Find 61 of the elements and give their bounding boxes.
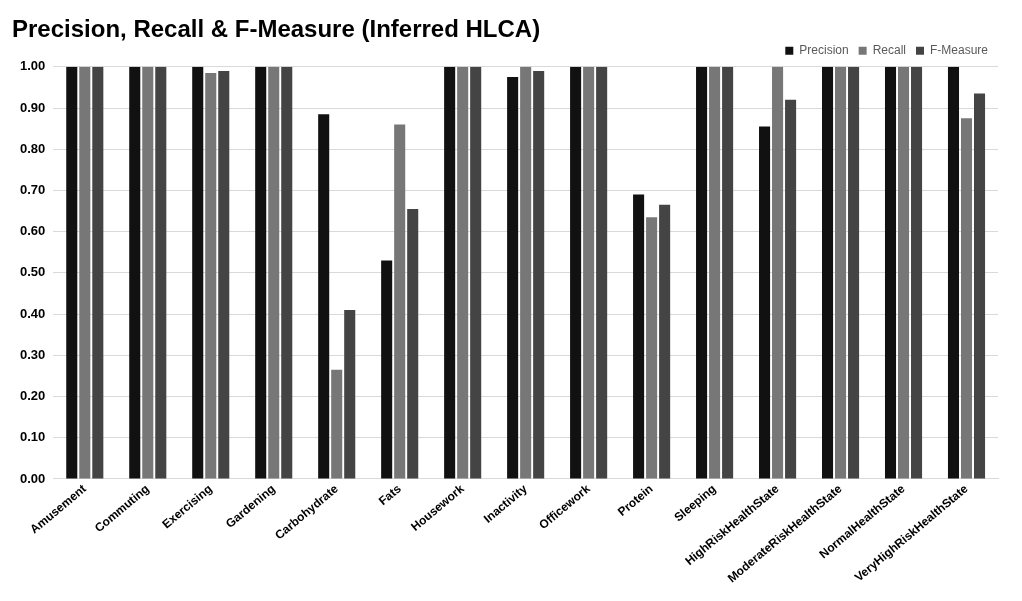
y-tick-label: 0.10 <box>19 429 46 445</box>
bar <box>848 66 860 479</box>
bar <box>533 70 545 479</box>
bar <box>646 217 658 479</box>
bar <box>281 66 293 479</box>
bar <box>785 99 797 479</box>
bar <box>772 66 784 479</box>
bar <box>457 66 469 479</box>
y-tick-label: 0.60 <box>19 223 46 239</box>
bar <box>255 66 267 479</box>
bar <box>129 66 141 479</box>
bar <box>394 124 406 479</box>
bar <box>155 66 167 479</box>
bar <box>884 66 897 479</box>
bar <box>331 369 343 479</box>
y-tick-label: 0.30 <box>19 346 46 362</box>
bar <box>822 66 834 479</box>
bar <box>520 66 532 479</box>
bar <box>205 72 217 479</box>
y-tick-label: 0.70 <box>19 182 46 198</box>
bar <box>318 114 330 479</box>
y-tick-label: 0.80 <box>19 140 46 156</box>
bar <box>381 260 393 479</box>
bar <box>659 204 671 479</box>
bar <box>192 66 204 479</box>
bar <box>973 93 986 479</box>
bar <box>66 66 78 479</box>
y-tick-label: 0.90 <box>19 99 46 115</box>
x-tick-label: Fats <box>375 481 404 509</box>
bar <box>633 194 645 479</box>
bar <box>898 66 910 479</box>
chart-title: Precision, Recall & F-Measure (Inferred HLCA) <box>12 15 541 43</box>
y-tick-label: 0.00 <box>19 470 46 486</box>
y-tick-label: 1.00 <box>19 58 46 74</box>
bar <box>722 66 734 479</box>
legend-label: Precision <box>799 43 849 58</box>
bar <box>835 66 847 479</box>
bar <box>92 66 104 479</box>
bar <box>79 66 91 479</box>
bar <box>709 66 721 479</box>
bar <box>444 66 456 479</box>
legend-label: F-Measure <box>929 43 989 58</box>
bar <box>570 66 582 479</box>
bar <box>407 208 419 479</box>
y-tick-label: 0.40 <box>19 305 46 321</box>
bar <box>960 118 973 479</box>
bar <box>596 66 608 479</box>
bar <box>696 66 708 479</box>
bar <box>947 66 960 479</box>
y-tick-label: 0.20 <box>19 388 46 404</box>
bar <box>911 66 923 479</box>
bar <box>344 309 356 479</box>
y-tick-label: 0.50 <box>19 264 46 280</box>
legend-label: Recall <box>872 43 906 58</box>
bar <box>218 70 230 479</box>
bar <box>142 66 154 479</box>
bar <box>470 66 482 479</box>
bar <box>759 126 771 479</box>
bar <box>507 77 519 479</box>
bar <box>268 66 280 479</box>
bar <box>583 66 595 479</box>
